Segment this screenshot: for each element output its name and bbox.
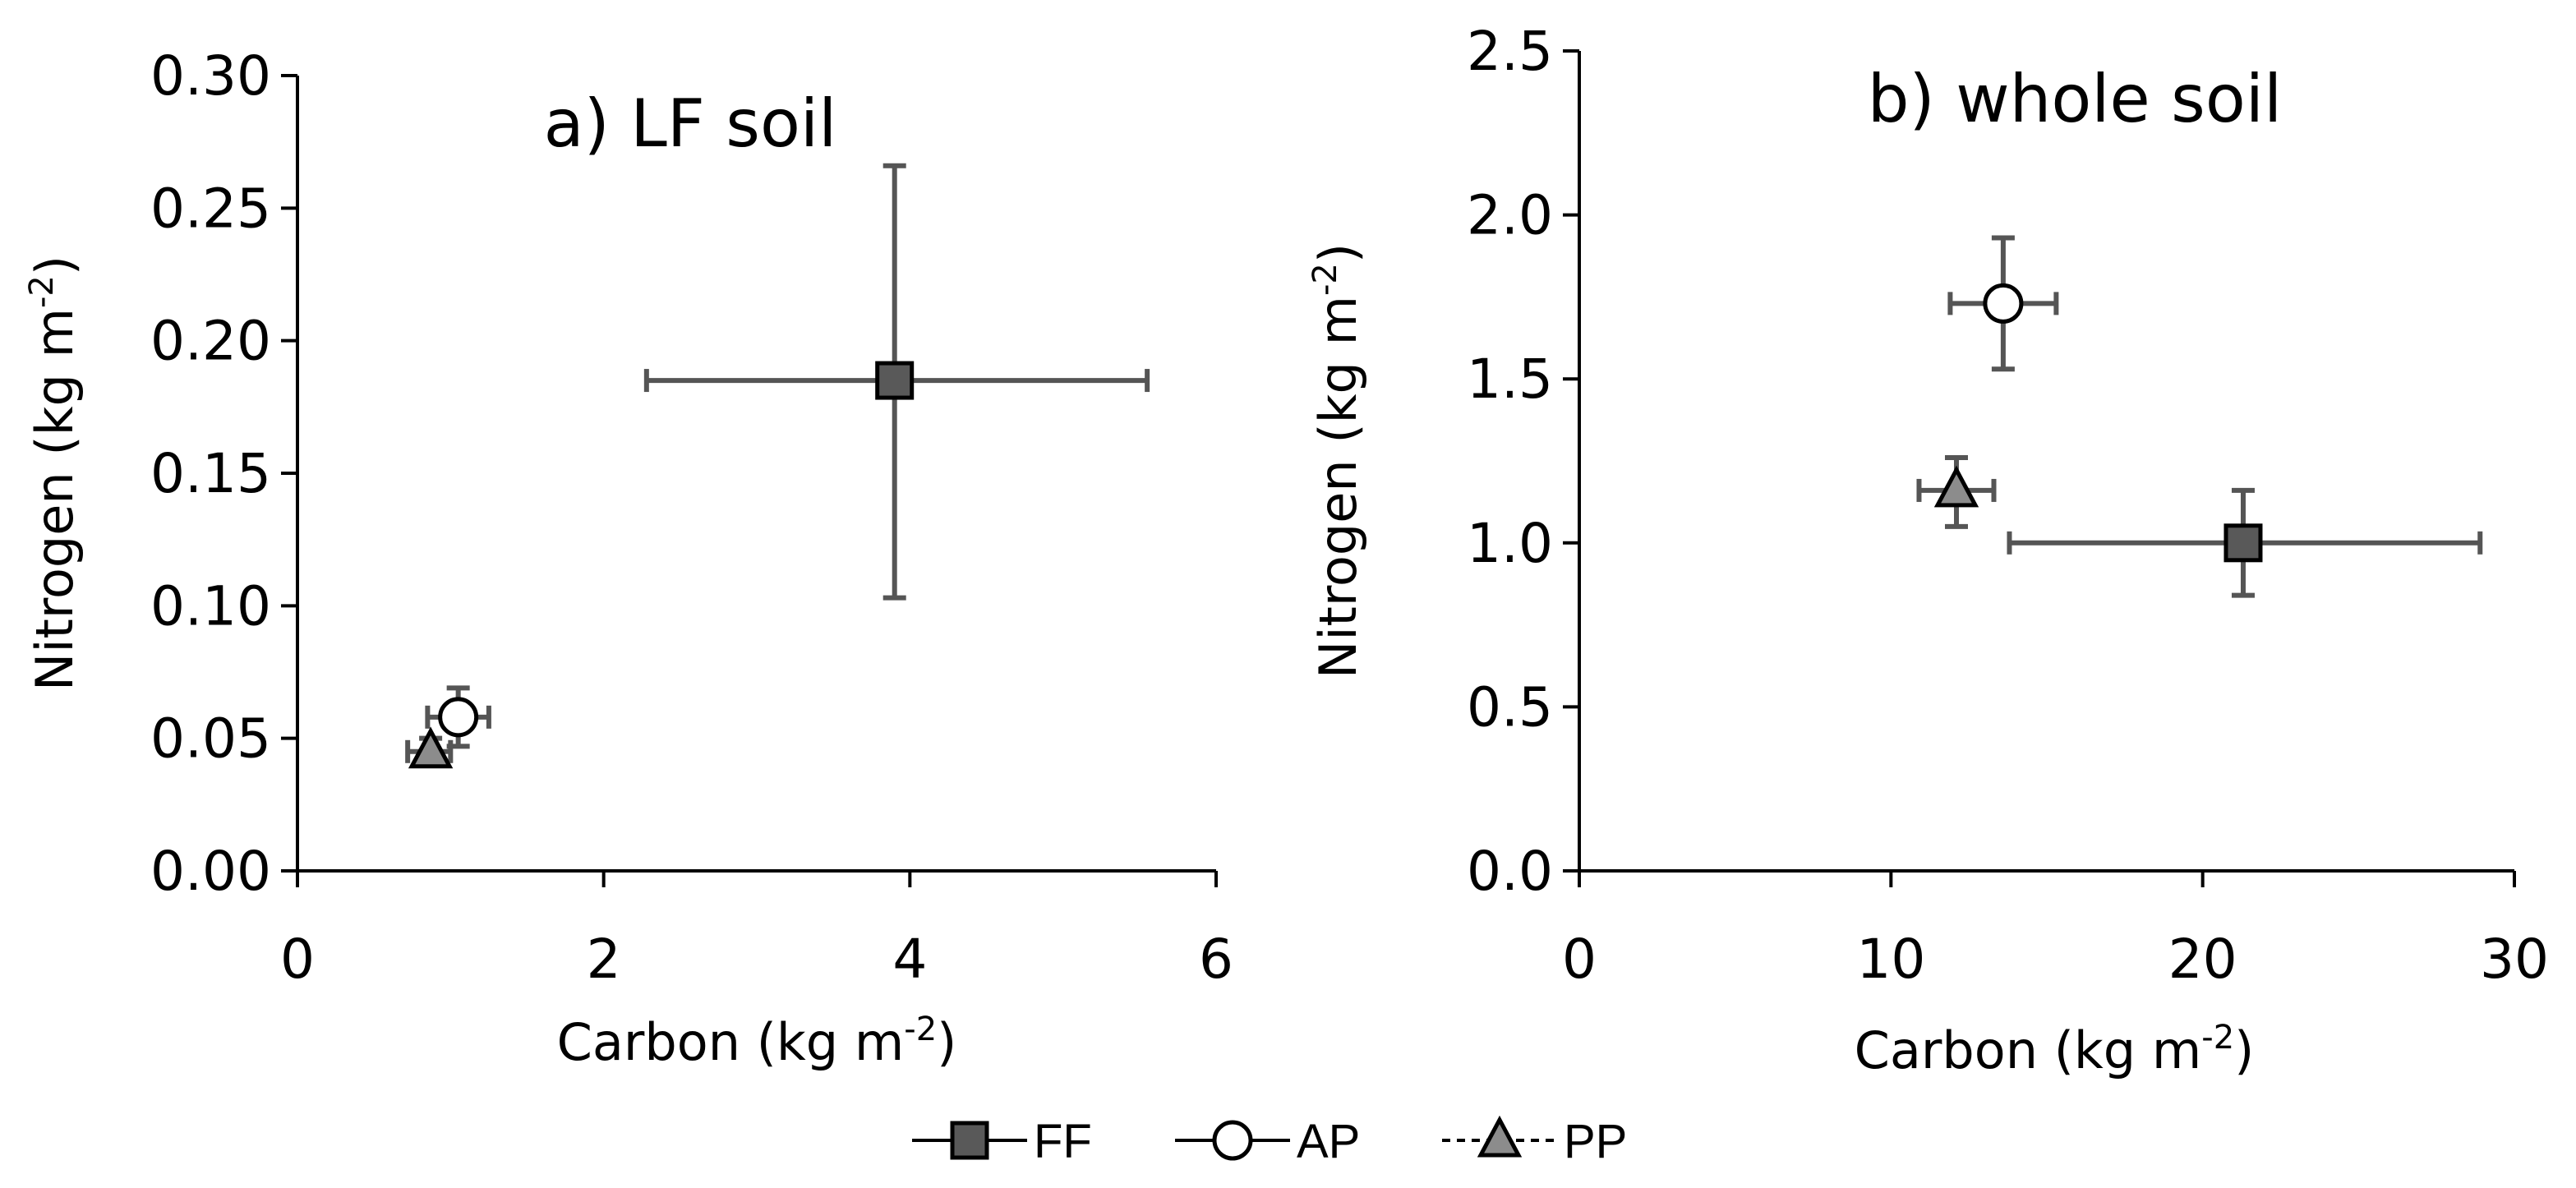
legend-ap-label: AP bbox=[1297, 1115, 1360, 1168]
legend-ap-marker bbox=[1212, 1120, 1253, 1161]
x-axis-title: Carbon (kg m-2) bbox=[1855, 1019, 2255, 1080]
ap-point bbox=[1983, 283, 2024, 324]
panel-title: b) whole soil bbox=[1868, 61, 2282, 137]
x-axis-title: Carbon (kg m-2) bbox=[557, 1011, 957, 1072]
y-tick-label: 0.00 bbox=[150, 840, 271, 903]
y-tick-label: 0.30 bbox=[150, 44, 271, 108]
y-tick-label: 2.0 bbox=[1467, 184, 1553, 247]
y-tick-label: 2.5 bbox=[1467, 20, 1553, 83]
x-axis-title-end: ) bbox=[2234, 1020, 2254, 1080]
y-axis-title-sup: -2 bbox=[23, 275, 61, 308]
x-tick-label: 4 bbox=[892, 928, 927, 991]
y-tick-label: 1.0 bbox=[1467, 512, 1553, 575]
x-tick-label: 10 bbox=[1856, 928, 1925, 991]
x-axis-title-sup: -2 bbox=[2201, 1019, 2234, 1057]
y-tick-label: 0.10 bbox=[150, 574, 271, 638]
panel-whole-soil: 0.0 0.5 1.0 1.5 2.0 2.5 0 10 20 30 b) whole soil Ca… bbox=[1306, 20, 2549, 1080]
y-axis-title: Nitrogen (kg m-2) bbox=[1306, 243, 1368, 679]
x-tick-label: 6 bbox=[1199, 928, 1233, 991]
legend-ff-marker bbox=[950, 1121, 989, 1160]
y-tick-label: 1.5 bbox=[1467, 348, 1553, 411]
y-axis-title-sup: -2 bbox=[1306, 263, 1344, 296]
ff-point bbox=[875, 361, 915, 400]
y-axis-title: Nitrogen (kg m-2) bbox=[23, 256, 85, 691]
legend-pp-label: PP bbox=[1564, 1115, 1627, 1168]
y-tick-label: 0.15 bbox=[150, 442, 271, 505]
y-tick-label: 0.5 bbox=[1467, 675, 1553, 739]
legend-ff-label: FF bbox=[1034, 1115, 1092, 1168]
y-tick-label: 0.25 bbox=[150, 177, 271, 240]
y-tick-label: 0.20 bbox=[150, 310, 271, 373]
x-tick-label: 0 bbox=[1562, 928, 1597, 991]
y-axis-title-end: ) bbox=[1308, 243, 1368, 263]
x-tick-label: 30 bbox=[2480, 928, 2549, 991]
y-tick-label: 0.0 bbox=[1467, 840, 1553, 903]
y-axis-title-end: ) bbox=[25, 256, 85, 275]
pp-point bbox=[408, 726, 454, 769]
x-axis-title-main: Carbon (kg m bbox=[1855, 1020, 2202, 1080]
x-tick-label: 2 bbox=[587, 928, 621, 991]
y-tick-label: 0.05 bbox=[150, 707, 271, 771]
y-axis-title-main: Nitrogen (kg m bbox=[1308, 296, 1368, 679]
pp-point bbox=[1933, 465, 1979, 508]
x-axis-title-sup: -2 bbox=[904, 1011, 937, 1048]
legend: FF AP PP bbox=[912, 1115, 1627, 1168]
legend-pp-marker bbox=[1477, 1115, 1523, 1158]
panel-lf-soil: 0.00 0.05 0.10 0.15 0.20 0.25 0.30 0 2 4 6 a) LF so… bbox=[23, 44, 1233, 1072]
panel-title: a) LF soil bbox=[544, 85, 837, 162]
x-axis-title-main: Carbon (kg m bbox=[557, 1012, 905, 1072]
x-tick-label: 20 bbox=[2168, 928, 2237, 991]
ap-point bbox=[438, 697, 479, 738]
y-axis-title-main: Nitrogen (kg m bbox=[25, 308, 85, 691]
ff-point bbox=[2223, 523, 2263, 563]
x-tick-label: 0 bbox=[280, 928, 315, 991]
x-axis-title-end: ) bbox=[937, 1012, 956, 1072]
